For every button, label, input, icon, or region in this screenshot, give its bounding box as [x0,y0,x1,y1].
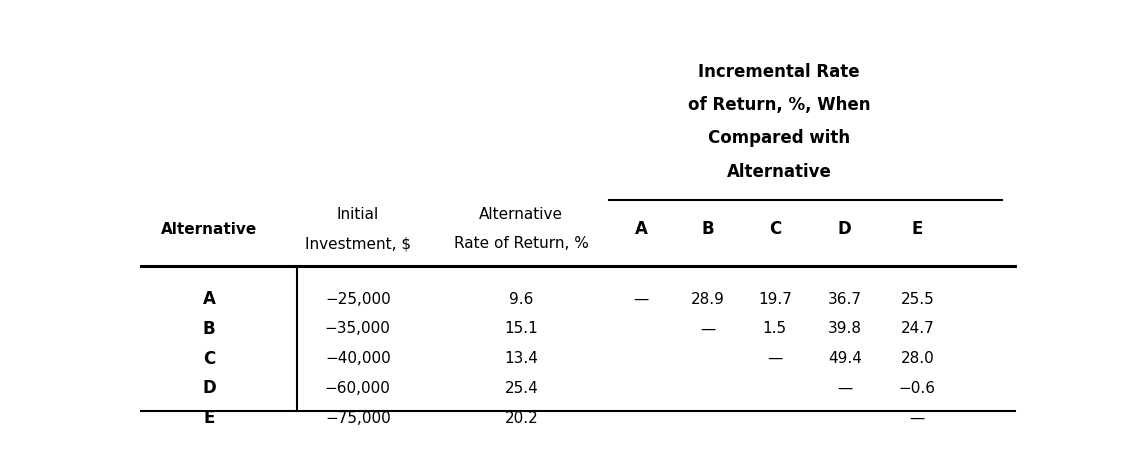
Text: 13.4: 13.4 [504,351,538,366]
Text: Investment, $: Investment, $ [305,237,411,252]
Text: 28.9: 28.9 [690,291,724,307]
Text: of Return, %, When: of Return, %, When [688,96,871,114]
Text: Alternative: Alternative [161,222,257,237]
Text: Compared with: Compared with [708,129,851,148]
Text: 28.0: 28.0 [900,351,934,366]
Text: 20.2: 20.2 [504,410,538,425]
Text: —: — [837,381,853,396]
Text: 25.5: 25.5 [900,291,934,307]
Text: —: — [909,410,925,425]
Text: 24.7: 24.7 [900,321,934,336]
Text: A: A [203,290,215,308]
Text: E: E [911,220,923,238]
Text: Alternative: Alternative [726,163,831,181]
Text: C: C [768,220,781,238]
Text: −25,000: −25,000 [325,291,390,307]
Text: 9.6: 9.6 [509,291,534,307]
Text: 39.8: 39.8 [828,321,862,336]
Text: Initial: Initial [336,207,379,222]
Text: 36.7: 36.7 [828,291,862,307]
Text: 19.7: 19.7 [758,291,792,307]
Text: −40,000: −40,000 [325,351,390,366]
Text: −0.6: −0.6 [899,381,936,396]
Text: Incremental Rate: Incremental Rate [698,63,860,81]
Text: A: A [635,220,647,238]
Text: —: — [699,321,715,336]
Text: −75,000: −75,000 [325,410,390,425]
Text: Alternative: Alternative [479,207,563,222]
Text: 15.1: 15.1 [504,321,538,336]
Text: 1.5: 1.5 [763,321,787,336]
Text: −60,000: −60,000 [325,381,390,396]
Text: 25.4: 25.4 [504,381,538,396]
Text: B: B [702,220,714,238]
Text: D: D [202,380,217,397]
Text: —: — [634,291,649,307]
Text: Rate of Return, %: Rate of Return, % [453,237,589,252]
Text: B: B [203,320,215,338]
Text: 49.4: 49.4 [828,351,862,366]
Text: −35,000: −35,000 [325,321,390,336]
Text: E: E [203,409,214,427]
Text: —: — [767,351,783,366]
Text: D: D [838,220,852,238]
Text: C: C [203,350,215,368]
